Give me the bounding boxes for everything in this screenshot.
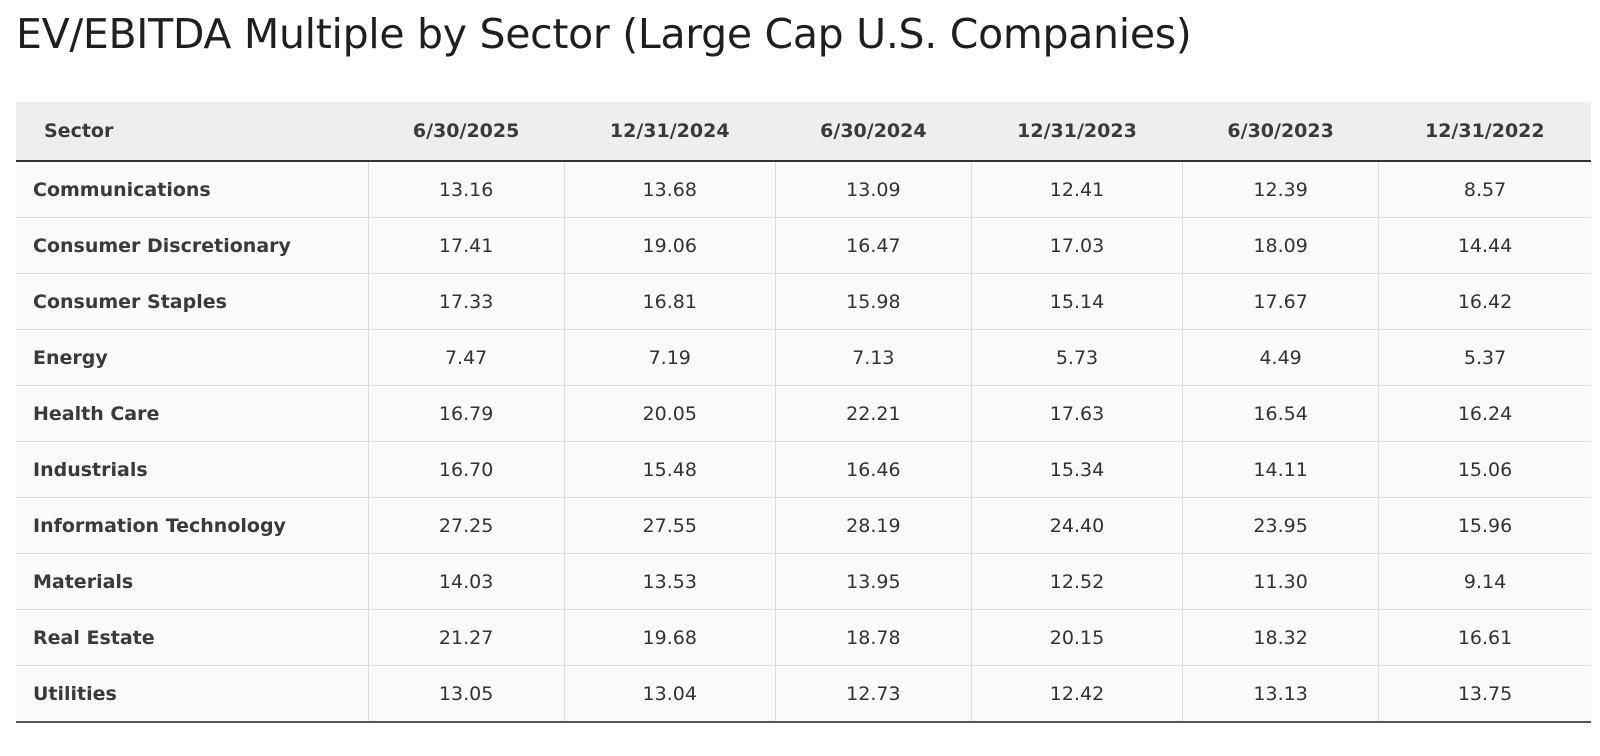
page-title: EV/EBITDA Multiple by Sector (Large Cap … [16, 10, 1192, 58]
value-cell: 15.34 [970, 441, 1183, 498]
value-cell: 18.32 [1182, 609, 1379, 666]
table-row: Consumer Staples 17.33 16.81 15.98 15.14… [16, 273, 1591, 330]
value-cell: 12.52 [970, 553, 1183, 610]
value-cell: 28.19 [774, 497, 972, 554]
value-cell: 17.63 [970, 385, 1183, 442]
value-cell: 15.14 [970, 273, 1183, 330]
value-cell: 7.13 [774, 329, 972, 386]
value-cell: 17.67 [1182, 273, 1379, 330]
sector-name-cell: Industrials [16, 441, 369, 498]
table-row: Industrials 16.70 15.48 16.46 15.34 14.1… [16, 441, 1591, 498]
column-header-date: 6/30/2023 [1182, 102, 1379, 162]
sector-name-cell: Consumer Staples [16, 273, 369, 330]
sector-name-cell: Communications [16, 161, 369, 218]
value-cell: 4.49 [1182, 329, 1379, 386]
value-cell: 13.09 [774, 161, 972, 218]
value-cell: 17.33 [367, 273, 565, 330]
value-cell: 16.42 [1378, 273, 1591, 330]
value-cell: 15.98 [774, 273, 972, 330]
value-cell: 20.05 [563, 385, 776, 442]
value-cell: 17.03 [970, 217, 1183, 274]
value-cell: 18.78 [774, 609, 972, 666]
sector-name-cell: Real Estate [16, 609, 369, 666]
sector-name-cell: Energy [16, 329, 369, 386]
value-cell: 16.79 [367, 385, 565, 442]
value-cell: 8.57 [1378, 161, 1591, 218]
value-cell: 16.81 [563, 273, 776, 330]
sector-name-cell: Health Care [16, 385, 369, 442]
value-cell: 13.95 [774, 553, 972, 610]
column-header-date: 6/30/2025 [368, 102, 565, 162]
value-cell: 16.61 [1378, 609, 1591, 666]
column-header-date: 12/31/2024 [564, 102, 776, 162]
value-cell: 11.30 [1182, 553, 1379, 610]
column-header-date: 12/31/2022 [1378, 102, 1591, 162]
table-row: Real Estate 21.27 19.68 18.78 20.15 18.3… [16, 609, 1591, 666]
value-cell: 15.06 [1378, 441, 1591, 498]
sector-name-cell: Materials [16, 553, 369, 610]
value-cell: 12.39 [1182, 161, 1379, 218]
value-cell: 5.73 [970, 329, 1183, 386]
table-row: Utilities 13.05 13.04 12.73 12.42 13.13 … [16, 665, 1591, 723]
value-cell: 17.41 [367, 217, 565, 274]
value-cell: 16.47 [774, 217, 972, 274]
value-cell: 13.04 [563, 665, 776, 723]
value-cell: 27.25 [367, 497, 565, 554]
value-cell: 7.47 [367, 329, 565, 386]
value-cell: 23.95 [1182, 497, 1379, 554]
ev-ebitda-table: Sector 6/30/2025 12/31/2024 6/30/2024 12… [16, 102, 1591, 723]
value-cell: 13.68 [563, 161, 776, 218]
header-row: Sector 6/30/2025 12/31/2024 6/30/2024 12… [16, 102, 1591, 162]
value-cell: 13.53 [563, 553, 776, 610]
sector-name-cell: Consumer Discretionary [16, 217, 369, 274]
value-cell: 15.96 [1378, 497, 1591, 554]
value-cell: 14.03 [367, 553, 565, 610]
column-header-date: 12/31/2023 [971, 102, 1183, 162]
value-cell: 7.19 [563, 329, 776, 386]
value-cell: 12.73 [774, 665, 972, 723]
value-cell: 13.75 [1378, 665, 1591, 723]
table-row: Communications 13.16 13.68 13.09 12.41 1… [16, 161, 1591, 218]
value-cell: 9.14 [1378, 553, 1591, 610]
value-cell: 15.48 [563, 441, 776, 498]
column-header-sector: Sector [16, 102, 369, 162]
value-cell: 18.09 [1182, 217, 1379, 274]
value-cell: 13.16 [367, 161, 565, 218]
value-cell: 16.70 [367, 441, 565, 498]
value-cell: 14.11 [1182, 441, 1379, 498]
value-cell: 16.24 [1378, 385, 1591, 442]
value-cell: 5.37 [1378, 329, 1591, 386]
value-cell: 13.05 [367, 665, 565, 723]
table-row: Materials 14.03 13.53 13.95 12.52 11.30 … [16, 553, 1591, 610]
value-cell: 20.15 [970, 609, 1183, 666]
value-cell: 13.13 [1182, 665, 1379, 723]
table-row: Energy 7.47 7.19 7.13 5.73 4.49 5.37 [16, 329, 1591, 386]
value-cell: 24.40 [970, 497, 1183, 554]
value-cell: 27.55 [563, 497, 776, 554]
table-row: Consumer Discretionary 17.41 19.06 16.47… [16, 217, 1591, 274]
value-cell: 14.44 [1378, 217, 1591, 274]
sector-name-cell: Utilities [16, 665, 369, 723]
value-cell: 22.21 [774, 385, 972, 442]
column-header-date: 6/30/2024 [775, 102, 972, 162]
value-cell: 12.41 [970, 161, 1183, 218]
value-cell: 19.06 [563, 217, 776, 274]
value-cell: 21.27 [367, 609, 565, 666]
table-row: Information Technology 27.25 27.55 28.19… [16, 497, 1591, 554]
value-cell: 19.68 [563, 609, 776, 666]
sector-name-cell: Information Technology [16, 497, 369, 554]
value-cell: 12.42 [970, 665, 1183, 723]
value-cell: 16.54 [1182, 385, 1379, 442]
table-row: Health Care 16.79 20.05 22.21 17.63 16.5… [16, 385, 1591, 442]
value-cell: 16.46 [774, 441, 972, 498]
